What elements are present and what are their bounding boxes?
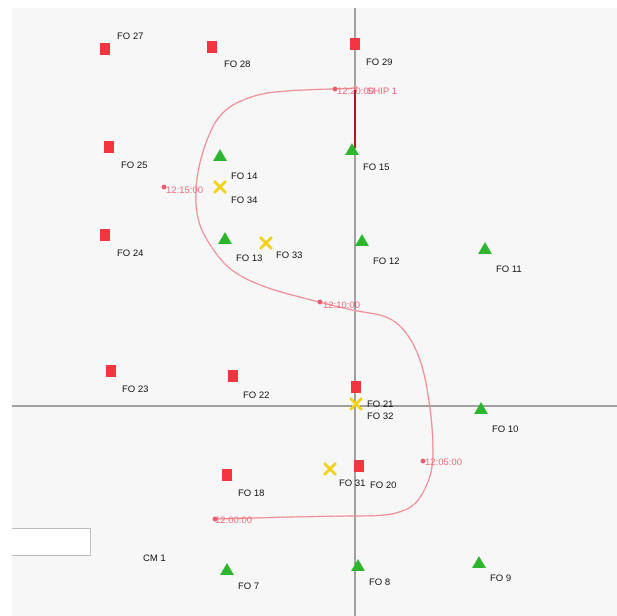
object-label-fo-9: FO 9 bbox=[490, 573, 511, 584]
ship-label: SHIP 1 bbox=[367, 86, 397, 97]
marker-triangle-fo-13[interactable] bbox=[218, 232, 232, 244]
object-label-fo-31: FO 31 bbox=[339, 478, 365, 489]
objects-layer: FO 27 FO 28 FO 29 FO 25 FO 14 FO 15 FO 34 FO 24… bbox=[100, 31, 522, 592]
object-label-fo-21: FO 21 bbox=[367, 399, 393, 410]
marker-triangle-fo-10[interactable] bbox=[474, 402, 488, 414]
object-label-fo-13: FO 13 bbox=[236, 253, 262, 264]
time-marker bbox=[317, 299, 323, 305]
marker-triangle-fo-11[interactable] bbox=[478, 242, 492, 254]
marker-triangle-fo-8[interactable] bbox=[351, 559, 365, 571]
object-label-fo-23: FO 23 bbox=[122, 384, 148, 395]
marker-triangle-fo-7[interactable] bbox=[220, 563, 234, 575]
object-label-fo-20: FO 20 bbox=[370, 480, 396, 491]
object-label-fo-27: FO 27 bbox=[117, 31, 143, 42]
marker-square-fo-23[interactable] bbox=[106, 365, 116, 377]
cross-stroke bbox=[213, 180, 227, 194]
object-label-fo-32: FO 32 bbox=[367, 411, 393, 422]
track-path bbox=[195, 85, 434, 520]
object-label-fo-34: FO 34 bbox=[231, 195, 257, 206]
map-background bbox=[12, 8, 617, 616]
cross-stroke bbox=[259, 236, 273, 250]
time-label: 12:10:00 bbox=[323, 300, 360, 311]
object-label-fo-15: FO 15 bbox=[363, 162, 389, 173]
marker-square-fo-25[interactable] bbox=[104, 141, 114, 153]
marker-triangle-fo-9[interactable] bbox=[472, 556, 486, 568]
marker-square-fo-27[interactable] bbox=[100, 43, 110, 55]
object-label-fo-10: FO 10 bbox=[492, 424, 518, 435]
object-label-fo-28: FO 28 bbox=[224, 59, 250, 70]
object-label-fo-18: FO 18 bbox=[238, 488, 264, 499]
marker-cross-fo-33[interactable] bbox=[259, 236, 273, 250]
object-label-fo-33: FO 33 bbox=[276, 250, 302, 261]
object-label-cm-1: CM 1 bbox=[143, 553, 166, 564]
time-marker bbox=[420, 458, 426, 464]
object-label-fo-14: FO 14 bbox=[231, 171, 257, 182]
time-label: 12:05:00 bbox=[425, 457, 462, 468]
marker-square-fo-21[interactable] bbox=[351, 381, 361, 393]
marker-cross-fo-31[interactable] bbox=[323, 462, 337, 476]
marker-triangle-fo-15[interactable] bbox=[345, 143, 359, 155]
time-label: 12:15:00 bbox=[166, 185, 203, 196]
time-marker bbox=[161, 184, 167, 190]
marker-triangle-fo-12[interactable] bbox=[355, 234, 369, 246]
object-label-fo-8: FO 8 bbox=[369, 577, 390, 588]
object-label-fo-29: FO 29 bbox=[366, 57, 392, 68]
marker-square-fo-22[interactable] bbox=[228, 370, 238, 382]
time-label: 12:00:00 bbox=[215, 515, 252, 526]
marker-cross-fo-34[interactable] bbox=[213, 180, 227, 194]
cross-stroke bbox=[323, 462, 337, 476]
cross-stroke bbox=[349, 397, 363, 411]
object-label-fo-25: FO 25 bbox=[121, 160, 147, 171]
marker-cross-fo-32[interactable] bbox=[349, 397, 363, 411]
marker-square-fo-28[interactable] bbox=[207, 41, 217, 53]
marker-triangle-fo-14[interactable] bbox=[213, 149, 227, 161]
object-label-fo-11: FO 11 bbox=[496, 264, 522, 275]
marker-square-fo-24[interactable] bbox=[100, 229, 110, 241]
marker-square-fo-29[interactable] bbox=[350, 38, 360, 50]
track-layer: 12:00:0012:05:0012:10:0012:15:0012:20:00… bbox=[161, 85, 462, 526]
object-label-fo-7: FO 7 bbox=[238, 581, 259, 592]
object-label-fo-24: FO 24 bbox=[117, 248, 143, 259]
time-marker bbox=[212, 516, 218, 522]
marker-square-fo-20[interactable] bbox=[354, 460, 364, 472]
object-label-fo-22: FO 22 bbox=[243, 390, 269, 401]
time-marker bbox=[332, 86, 338, 92]
marker-square-fo-18[interactable] bbox=[222, 469, 232, 481]
coordinate-input-box[interactable] bbox=[12, 528, 91, 556]
object-label-fo-12: FO 12 bbox=[373, 256, 399, 267]
